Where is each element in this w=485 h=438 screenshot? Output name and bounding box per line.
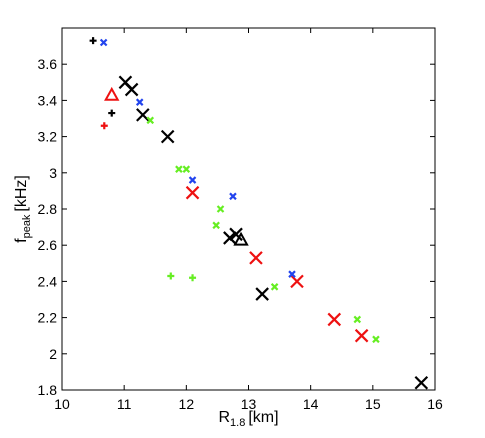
black-triangle-point — [233, 231, 249, 246]
red-plus-point — [100, 122, 108, 130]
x-tick-label: 10 — [54, 396, 70, 412]
black-x-large-point — [229, 227, 243, 242]
x-axis-label-subscript: 1.8 — [230, 417, 245, 429]
black-plus-point — [108, 109, 116, 117]
green-x-small-point — [175, 165, 183, 173]
green-x-small-point — [212, 221, 220, 230]
black-x-large-point — [223, 231, 237, 245]
black-plus-point — [89, 37, 97, 45]
black-x-large-point — [124, 82, 139, 97]
black-x-large-point — [136, 108, 150, 122]
red-x-large-point — [185, 185, 200, 200]
red-x-large-point — [249, 251, 263, 265]
y-axis-label-subscript: peak — [21, 214, 33, 238]
x-tick-label: 16 — [427, 396, 443, 412]
x-tick-label: 15 — [365, 396, 381, 412]
blue-x-small-point — [135, 98, 144, 106]
green-x-small-point — [216, 205, 225, 213]
axis-ticks: 10 11 12 13 14 15 16 1.8 2 2.2 2.4 2.6 2.8 3 3.2 3.4 3.6 — [38, 28, 443, 412]
green-plus-point — [167, 272, 175, 280]
x-tick-label: 12 — [179, 396, 195, 412]
black-x-large-point — [414, 375, 429, 390]
blue-x-small-point — [229, 192, 237, 201]
green-x-small-point — [353, 315, 362, 324]
y-axis-label-main: f — [13, 238, 30, 243]
blue-x-small-point — [188, 176, 197, 184]
green-x-small-point — [182, 165, 191, 173]
y-tick-label: 2.2 — [38, 310, 58, 326]
green-x-small-point — [372, 335, 380, 344]
x-tick-label: 14 — [303, 396, 319, 412]
green-plus-point — [189, 274, 197, 282]
y-tick-label: 3.6 — [38, 56, 58, 72]
chart-marks — [89, 37, 429, 390]
black-x-large-point — [255, 287, 269, 301]
y-tick-label: 2.8 — [38, 201, 58, 217]
x-axis-label-main: R — [218, 409, 230, 426]
y-tick-label: 3 — [49, 165, 57, 181]
blue-x-small-point — [99, 38, 108, 47]
y-tick-label: 3.2 — [38, 129, 58, 145]
y-axis-label-unit: [kHz] — [13, 175, 30, 211]
red-triangle-point — [104, 86, 120, 101]
red-x-large-point — [354, 328, 369, 343]
x-axis-label: R1.8 [km] — [218, 409, 278, 429]
blue-x-small-point — [288, 270, 296, 278]
y-tick-label: 3.4 — [38, 92, 58, 108]
x-tick-label: 11 — [117, 396, 132, 412]
x-axis-label-unit: [km] — [248, 409, 278, 426]
red-x-large-point — [290, 274, 304, 289]
black-x-large-point — [160, 129, 175, 144]
y-tick-label: 2 — [49, 346, 57, 362]
green-x-small-point — [146, 116, 155, 125]
x-tick-label: 13 — [241, 396, 257, 412]
y-tick-label: 2.6 — [38, 237, 58, 253]
y-tick-label: 2.4 — [38, 273, 58, 289]
plot-frame — [61, 27, 436, 391]
y-axis-label: fpeak [kHz] — [13, 175, 33, 243]
red-x-large-point — [327, 312, 342, 327]
y-tick-label: 1.8 — [38, 382, 58, 398]
green-x-small-point — [270, 283, 279, 291]
